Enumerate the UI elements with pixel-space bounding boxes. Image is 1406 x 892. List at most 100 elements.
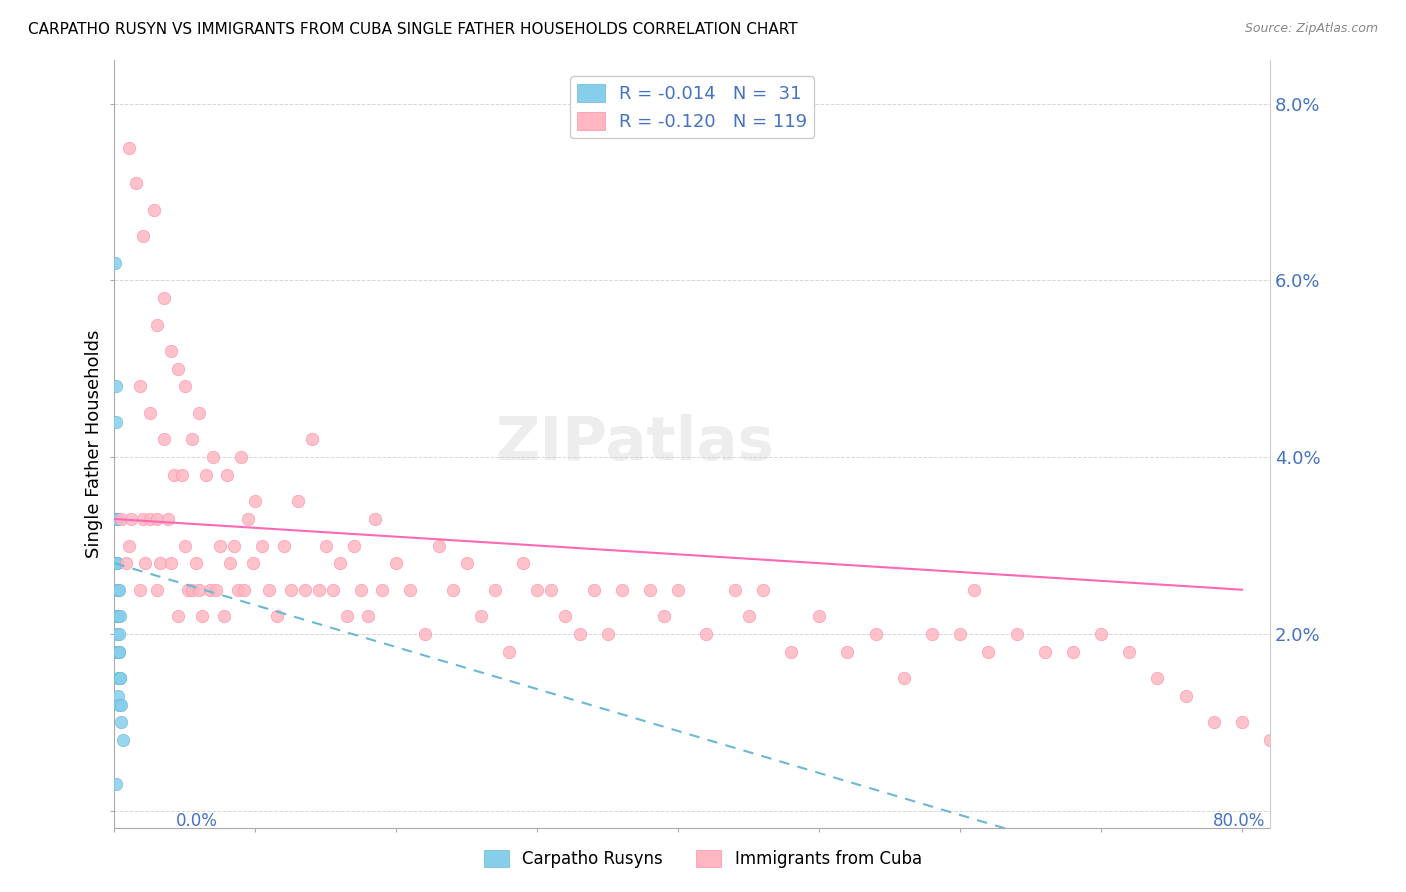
Point: [949, 627, 972, 641]
Text: 80.0%: 80.0%: [1213, 812, 1265, 830]
Point: [540, 582, 562, 597]
Point: [105, 609, 128, 624]
Point: [752, 582, 775, 597]
Point: [1316, 768, 1339, 782]
Point: [498, 644, 520, 658]
Point: [108, 609, 131, 624]
Point: [174, 539, 197, 553]
Point: [110, 715, 132, 730]
Point: [1258, 732, 1281, 747]
Point: [138, 406, 160, 420]
Point: [124, 176, 146, 190]
Point: [145, 512, 167, 526]
Point: [554, 609, 576, 624]
Point: [104, 415, 127, 429]
Point: [893, 671, 915, 685]
Point: [1005, 627, 1028, 641]
Point: [371, 582, 394, 597]
Point: [231, 450, 253, 465]
Point: [104, 379, 127, 393]
Point: [350, 582, 373, 597]
Text: CARPATHO RUSYN VS IMMIGRANTS FROM CUBA SINGLE FATHER HOUSEHOLDS CORRELATION CHAR: CARPATHO RUSYN VS IMMIGRANTS FROM CUBA S…: [28, 22, 797, 37]
Text: 0.0%: 0.0%: [176, 812, 218, 830]
Point: [1174, 689, 1197, 703]
Point: [219, 556, 242, 570]
Point: [167, 361, 190, 376]
Point: [427, 539, 450, 553]
Point: [808, 609, 831, 624]
Point: [108, 644, 131, 658]
Point: [233, 582, 256, 597]
Point: [280, 582, 302, 597]
Point: [385, 556, 408, 570]
Point: [105, 556, 128, 570]
Point: [114, 556, 136, 570]
Point: [105, 582, 128, 597]
Point: [105, 512, 128, 526]
Point: [205, 582, 228, 597]
Point: [399, 582, 422, 597]
Point: [512, 556, 534, 570]
Point: [174, 379, 197, 393]
Point: [156, 512, 179, 526]
Point: [526, 582, 548, 597]
Point: [695, 627, 717, 641]
Point: [188, 582, 211, 597]
Point: [162, 467, 184, 482]
Point: [294, 582, 316, 597]
Point: [287, 494, 309, 508]
Point: [596, 627, 619, 641]
Point: [252, 539, 274, 553]
Point: [456, 556, 478, 570]
Point: [128, 582, 150, 597]
Point: [308, 582, 330, 597]
Point: [108, 671, 131, 685]
Point: [134, 556, 156, 570]
Point: [723, 582, 745, 597]
Point: [195, 467, 218, 482]
Point: [259, 582, 281, 597]
Point: [110, 698, 132, 712]
Text: Source: ZipAtlas.com: Source: ZipAtlas.com: [1244, 22, 1378, 36]
Point: [582, 582, 605, 597]
Point: [638, 582, 661, 597]
Point: [105, 644, 128, 658]
Point: [610, 582, 633, 597]
Point: [145, 582, 167, 597]
Point: [441, 582, 464, 597]
Point: [105, 627, 128, 641]
Point: [217, 467, 239, 482]
Point: [1400, 795, 1406, 809]
Point: [107, 609, 129, 624]
Point: [301, 433, 323, 447]
Point: [105, 556, 128, 570]
Point: [177, 582, 200, 597]
Point: [209, 539, 232, 553]
Point: [148, 556, 170, 570]
Point: [107, 644, 129, 658]
Point: [336, 609, 359, 624]
Point: [364, 512, 387, 526]
Point: [107, 627, 129, 641]
Point: [738, 609, 761, 624]
Point: [159, 344, 181, 359]
Point: [1344, 786, 1367, 800]
Point: [107, 671, 129, 685]
Legend: Carpatho Rusyns, Immigrants from Cuba: Carpatho Rusyns, Immigrants from Cuba: [478, 843, 928, 875]
Point: [266, 609, 288, 624]
Point: [181, 433, 204, 447]
Point: [105, 512, 128, 526]
Point: [1062, 644, 1084, 658]
Point: [322, 582, 344, 597]
Point: [105, 512, 128, 526]
Point: [1090, 627, 1112, 641]
Point: [181, 582, 204, 597]
Point: [568, 627, 591, 641]
Point: [111, 732, 134, 747]
Point: [152, 291, 174, 305]
Point: [138, 512, 160, 526]
Point: [224, 539, 246, 553]
Point: [107, 609, 129, 624]
Point: [1230, 715, 1253, 730]
Point: [145, 318, 167, 332]
